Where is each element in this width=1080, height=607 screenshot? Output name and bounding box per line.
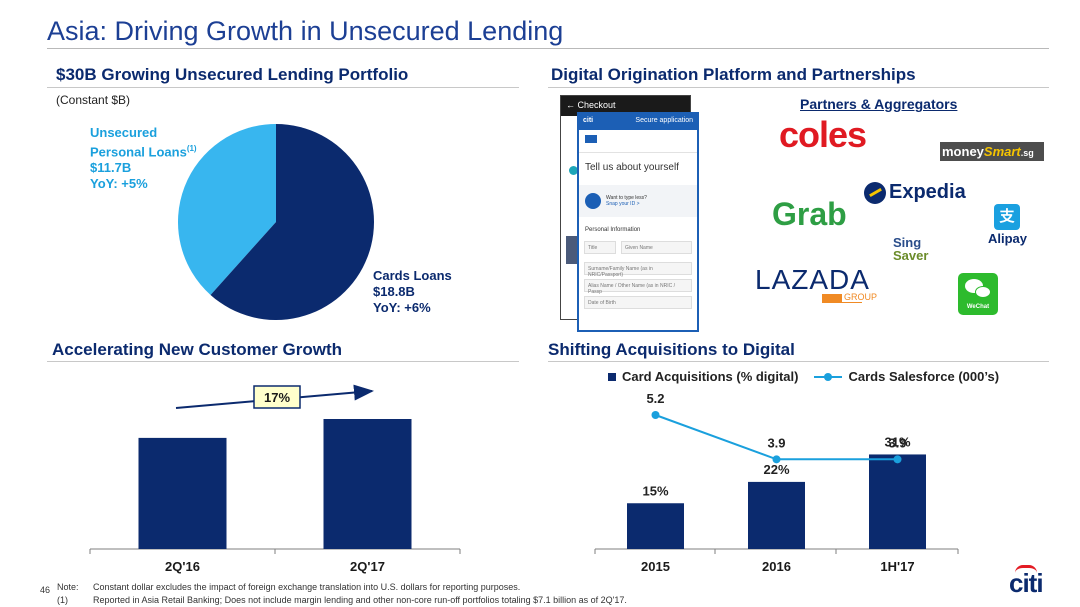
phone-step-dot [569,166,578,175]
shift-divider [548,361,1049,362]
alipay-icon: 支 [994,204,1020,230]
phone-given-field[interactable]: Given Name [621,241,692,254]
legend-line-swatch [814,372,843,381]
growth-section-title: Accelerating New Customer Growth [52,340,343,359]
unsecured-label: Unsecured Personal Loans(1) $11.7B YoY: … [90,125,197,192]
phone-prompt1: Want to type less? [606,195,647,201]
phone-scan-prompt[interactable]: Want to type less? Snap your ID > [579,185,697,217]
salesforce-point [893,455,902,464]
footnote-1-label: (1) [57,595,68,605]
cards-label-name: Cards Loans [373,268,452,283]
partners-title: Partners & Aggregators [800,96,958,112]
acq-x-tick-label: 2015 [641,559,670,574]
unsecured-value: $11.7B [90,160,132,176]
growth-bar [323,419,412,549]
phone-front-header: citi Secure application [579,114,697,130]
phone-alias-field[interactable]: Alias Name / Other Name (as in NRIC / Pa… [584,279,692,295]
expedia-logo: Expedia [864,181,966,204]
citi-arc-icon [1015,565,1037,573]
acq-x-tick-label: 1H'17 [880,559,914,574]
growth-annotation-box [253,385,301,409]
legend-bar-label: Card Acquisitions (% digital) [622,369,799,384]
grab-logo: Grab [772,196,847,232]
phone-secure-label: Secure application [635,117,693,124]
moneysmart-logo-part2: Smart [983,144,1021,159]
portfolio-section-title: $30B Growing Unsecured Lending Portfolio [56,65,409,84]
singsaver-logo-part2: Saver [893,248,929,263]
phone-card-row [579,135,697,153]
digital-section-title: Digital Origination Platform and Partner… [551,65,916,84]
phone-surname-field[interactable]: Surname/Family Name (as in NRIC/Passport… [584,262,692,278]
unsecured-yoy: YoY: +5% [90,176,148,192]
unsecured-footnote-marker: (1) [186,144,197,153]
portfolio-divider [47,87,519,88]
phone-citi-brand: citi [583,117,594,124]
unsecured-label-line1: Unsecured [90,125,158,140]
singsaver-logo: Sing Saver [893,236,928,262]
salesforce-label: 5.2 [646,391,664,406]
moneysmart-logo-part3: .sg [1020,148,1034,158]
pie-slice-unsecured [178,124,276,295]
phone-card-icon [585,135,597,143]
camera-icon [585,193,601,209]
note-text: Constant dollar excludes the impact of f… [93,582,521,592]
note-label: Note: [57,582,79,592]
moneysmart-logo-part1: money [942,144,984,159]
footnote-1-text: Reported in Asia Retail Banking; Does no… [93,595,627,605]
salesforce-label: 3.9 [767,435,785,450]
expedia-logo-text: Expedia [889,181,966,203]
shift-legend: Card Acquisitions (% digital) Cards Sale… [608,369,999,384]
unsecured-label-line2: Personal Loans [90,144,187,160]
growth-bar-chart: 17% 2Q'16 2Q'17 [89,384,461,574]
phone-heading: Tell us about yourself [585,162,679,173]
shift-section-title: Shifting Acquisitions to Digital [548,340,795,359]
title-divider [47,48,1049,49]
citi-logo-text: citi [1009,568,1044,598]
acq-bar [748,481,805,549]
phone-mockup-front: citi Secure application Tell us about yo… [577,112,699,332]
acq-bar [627,503,684,549]
moneysmart-logo: moneySmart.sg [940,142,1044,161]
singsaver-logo-part1: Sing [893,235,922,250]
phone-section-label: Personal Information [585,227,641,233]
cards-value: $18.8B [373,284,415,299]
digital-divider [548,87,1049,88]
acquisitions-chart: 15% 2015 22% 2016 31% 1H'17 5.2 3.9 3.9 [594,391,959,574]
phone-prompt2: Snap your ID > [606,201,640,207]
page-title: Asia: Driving Growth in Unsecured Lendin… [47,16,564,46]
salesforce-label: 3.9 [888,435,906,450]
citi-logo: citi [1009,565,1044,599]
acq-bar-label: 15% [642,483,668,498]
phone-back-bar: ← Checkout [561,96,690,116]
salesforce-point [651,411,660,419]
salesforce-point [772,455,781,464]
phone-title-field[interactable]: Title [584,241,616,254]
wechat-logo-text: WeChat [966,304,990,310]
growth-x-tick-label: 2Q'17 [350,559,385,574]
legend-line-label: Cards Salesforce (000’s) [848,369,1000,384]
wechat-icon: WeChat [958,273,998,315]
acq-bar [869,454,926,549]
expedia-plane-icon [864,181,886,204]
acq-bar-label: 31% [884,434,910,449]
growth-divider [47,361,519,362]
growth-x-tick-label: 2Q'16 [165,559,200,574]
lazada-group-text: GROUP [842,292,880,302]
acq-bar-label: 22% [763,462,789,477]
cards-label: Cards Loans $18.8B YoY: +6% [373,268,452,316]
growth-annotation-label: 17% [264,390,290,405]
phone-dob-field[interactable]: Date of Birth [584,296,692,309]
acq-x-tick-label: 2016 [762,559,791,574]
portfolio-pie-chart [178,124,374,320]
lazada-logo: LAZADA [755,264,870,295]
cards-yoy: YoY: +6% [373,300,431,315]
pie-slice-cards [210,124,374,320]
page-number: 46 [40,585,51,595]
portfolio-subtitle: (Constant $B) [56,93,131,107]
alipay-logo-text: Alipay [988,231,1028,246]
growth-bar [138,437,227,549]
coles-logo: coles [779,114,867,155]
legend-bar-swatch [608,372,616,381]
